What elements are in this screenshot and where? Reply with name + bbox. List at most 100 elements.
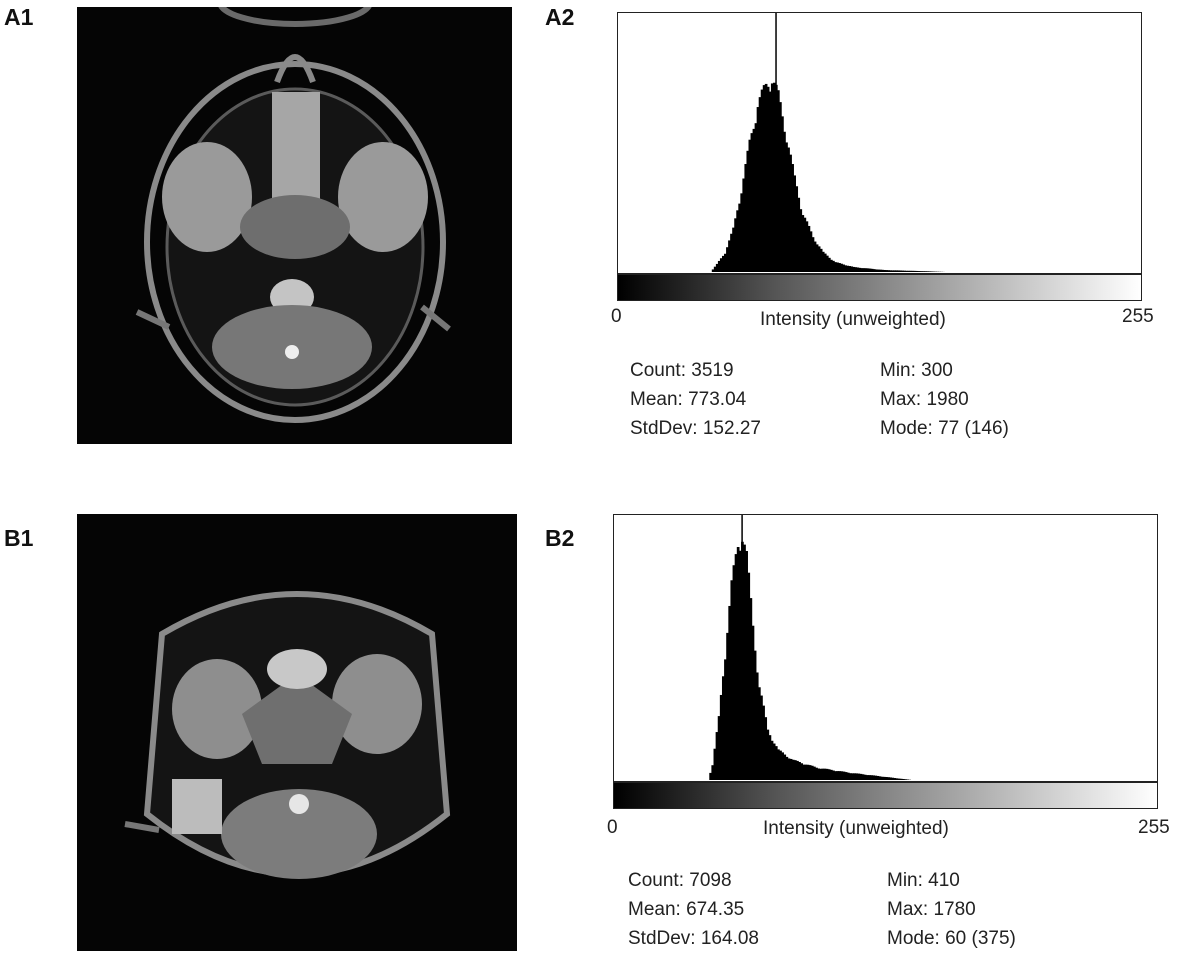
histogram-bar-a2-116 [854, 267, 858, 272]
stat-stddev-a2: StdDev: 152.27 [630, 418, 761, 439]
x-tick-max-b2: 255 [1138, 817, 1170, 838]
histogram-bar-b2-89 [802, 764, 806, 780]
stats-right-b2: Min: 410 Max: 1780 Mode: 60 (375) [887, 866, 1016, 953]
histogram-bar-a2-80 [781, 116, 784, 272]
histogram-b2-plot [709, 515, 912, 780]
histogram-bar-b2-64 [749, 598, 753, 780]
histogram-b2 [613, 514, 1158, 782]
histogram-bar-a2-61 [742, 178, 746, 272]
histogram-bar-a2-153 [929, 271, 933, 272]
histogram-bar-a2-91 [803, 217, 807, 272]
histogram-bar-b2-49 [717, 716, 721, 780]
intensity-gradient-bar-a2 [617, 274, 1142, 301]
histogram-bar-a2-58 [736, 210, 739, 272]
histogram-bar-b2-54 [728, 605, 732, 780]
histogram-bar-a2-84 [789, 154, 792, 272]
histogram-bar-b2-120 [868, 775, 871, 780]
histogram-bar-a2-133 [889, 270, 892, 272]
panel-label-b2: B2 [545, 525, 575, 551]
histogram-bar-b2-98 [821, 768, 825, 780]
histogram-bar-a2-87 [795, 186, 799, 272]
histogram-bar-b2-133 [895, 778, 899, 780]
histogram-bar-a2-108 [838, 263, 841, 272]
histogram-bar-b2-108 [842, 771, 846, 780]
histogram-bar-b2-62 [745, 551, 748, 780]
histogram-bar-a2-69 [758, 97, 762, 272]
histogram-bar-b2-67 [755, 672, 759, 780]
histogram-bar-b2-63 [747, 572, 751, 780]
x-tick-min-b2: 0 [607, 817, 618, 838]
histogram-bar-b2-124 [876, 775, 880, 780]
histogram-bar-b2-72 [766, 729, 770, 780]
histogram-bar-a2-82 [785, 142, 788, 272]
histogram-bar-a2-136 [895, 270, 898, 272]
histogram-bar-a2-94 [809, 231, 813, 272]
histogram-bar-b2-137 [904, 779, 907, 780]
histogram-bar-b2-113 [853, 773, 856, 780]
histogram-bar-b2-66 [753, 650, 757, 780]
stat-mode-b2: Mode: 60 (375) [887, 928, 1016, 949]
histogram-bar-b2-65 [751, 625, 755, 780]
histogram-bar-a2-98 [817, 246, 821, 272]
stat-max-a2: Max: 1980 [880, 389, 969, 410]
histogram-bar-b2-116 [859, 773, 863, 780]
histogram-bar-b2-90 [804, 764, 808, 780]
histogram-bar-a2-72 [764, 83, 768, 272]
histogram-bar-a2-129 [881, 269, 884, 272]
stats-right-a2: Min: 300 Max: 1980 Mode: 77 (146) [880, 356, 1009, 443]
histogram-bar-b2-51 [721, 676, 725, 780]
histogram-bar-b2-87 [798, 761, 801, 780]
histogram-bar-a2-53 [726, 247, 729, 272]
histogram-bar-b2-126 [880, 776, 884, 780]
histogram-bar-b2-103 [832, 770, 835, 780]
histogram-bar-a2-143 [909, 270, 913, 272]
histogram-bar-a2-83 [787, 147, 790, 272]
histogram-bar-a2-127 [876, 269, 880, 272]
histogram-bar-b2-122 [872, 775, 876, 780]
histogram-bar-b2-97 [819, 768, 823, 780]
histogram-bar-b2-77 [777, 749, 780, 780]
panel-label-b1: B1 [4, 525, 34, 551]
histogram-bar-a2-121 [864, 268, 868, 272]
histogram-bar-a2-109 [840, 263, 843, 272]
histogram-bar-b2-57 [734, 554, 738, 780]
histogram-bar-b2-107 [840, 771, 844, 780]
histogram-bar-b2-75 [772, 743, 776, 780]
histogram-bar-a2-97 [815, 244, 819, 272]
histogram-bar-b2-106 [838, 771, 842, 780]
histogram-bar-a2-107 [836, 262, 839, 272]
panel-label-a2: A2 [545, 4, 575, 30]
histogram-bar-a2-150 [923, 271, 927, 272]
histogram-bar-a2-106 [834, 262, 837, 272]
histogram-bar-b2-56 [732, 565, 736, 780]
histogram-bar-a2-95 [811, 237, 815, 272]
histogram-bar-a2-102 [825, 255, 829, 272]
x-axis-label-b2: Intensity (unweighted) [763, 818, 949, 839]
histogram-bar-a2-117 [856, 267, 860, 272]
histogram-bar-a2-55 [730, 233, 733, 272]
histogram-bar-b2-92 [808, 765, 812, 780]
histogram-bar-a2-66 [752, 128, 756, 272]
histogram-bar-b2-105 [836, 771, 840, 780]
histogram-bar-a2-104 [830, 259, 833, 272]
histogram-bar-b2-76 [774, 746, 778, 780]
histogram-bar-b2-96 [817, 768, 820, 780]
histogram-bar-a2-100 [821, 251, 825, 272]
intensity-gradient-bar-b2 [613, 782, 1158, 809]
histogram-bar-a2-50 [719, 258, 723, 272]
histogram-a2 [617, 12, 1142, 274]
histogram-bar-a2-115 [852, 266, 856, 272]
x-tick-max-a2: 255 [1122, 306, 1154, 327]
histogram-bar-a2-46 [711, 269, 715, 272]
histogram-bar-a2-118 [858, 267, 862, 272]
histogram-bar-a2-60 [740, 193, 743, 272]
histogram-bar-b2-88 [800, 763, 804, 780]
histogram-bar-a2-65 [750, 133, 754, 272]
histogram-bar-b2-80 [783, 754, 787, 780]
histogram-bar-b2-58 [736, 547, 740, 780]
histogram-bar-b2-130 [889, 777, 892, 780]
histogram-bar-a2-59 [738, 203, 741, 272]
histogram-bar-a2-67 [754, 123, 758, 272]
panel-label-a1: A1 [4, 4, 34, 30]
histogram-bar-b2-53 [726, 632, 729, 780]
